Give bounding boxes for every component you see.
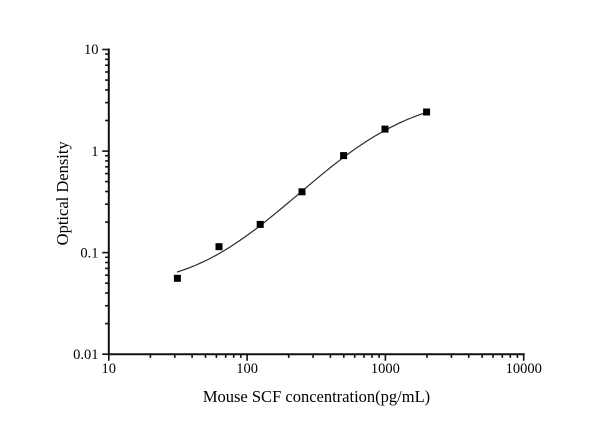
svg-text:0.1: 0.1 <box>80 245 98 261</box>
svg-text:Optical Density: Optical Density <box>53 141 72 246</box>
svg-text:1: 1 <box>91 144 98 160</box>
svg-text:1000: 1000 <box>371 361 400 377</box>
svg-text:10: 10 <box>102 361 117 377</box>
svg-text:100: 100 <box>236 361 258 377</box>
svg-text:10000: 10000 <box>506 361 542 377</box>
svg-text:10: 10 <box>84 42 99 58</box>
svg-text:Mouse SCF concentration(pg/mL): Mouse SCF concentration(pg/mL) <box>203 387 430 406</box>
svg-text:0.01: 0.01 <box>73 347 98 363</box>
